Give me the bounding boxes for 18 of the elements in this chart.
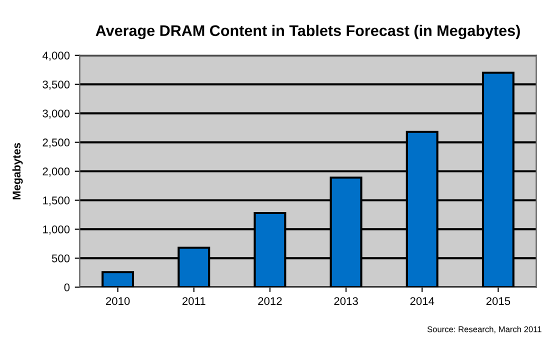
source-note: Source: Research, March 2011 bbox=[427, 326, 542, 334]
x-tick-label: 2015 bbox=[486, 297, 510, 306]
x-tick-label: 2013 bbox=[334, 297, 358, 306]
y-tick-label: 0 bbox=[64, 283, 70, 292]
x-tick-label: 2012 bbox=[258, 297, 282, 306]
x-tick-label: 2011 bbox=[182, 297, 206, 306]
y-tick-label: 3,000 bbox=[42, 110, 70, 119]
y-tick-label: 2,000 bbox=[42, 168, 70, 177]
y-tick-label: 3,500 bbox=[42, 80, 70, 90]
x-tick-label: 2014 bbox=[410, 297, 434, 306]
y-tick-label: 500 bbox=[52, 254, 70, 262]
y-tick-label: 2,500 bbox=[42, 138, 70, 148]
x-tick-label: 2010 bbox=[106, 297, 130, 306]
y-tick-label: 1,000 bbox=[43, 225, 70, 235]
y-tick-label: 4,000 bbox=[42, 52, 70, 61]
y-axis-title: Megabytes bbox=[12, 143, 23, 200]
y-tick-label: 1,500 bbox=[43, 196, 70, 206]
chart-title: Average DRAM Content in Tablets Forecast (in Megabytes) bbox=[96, 24, 520, 40]
